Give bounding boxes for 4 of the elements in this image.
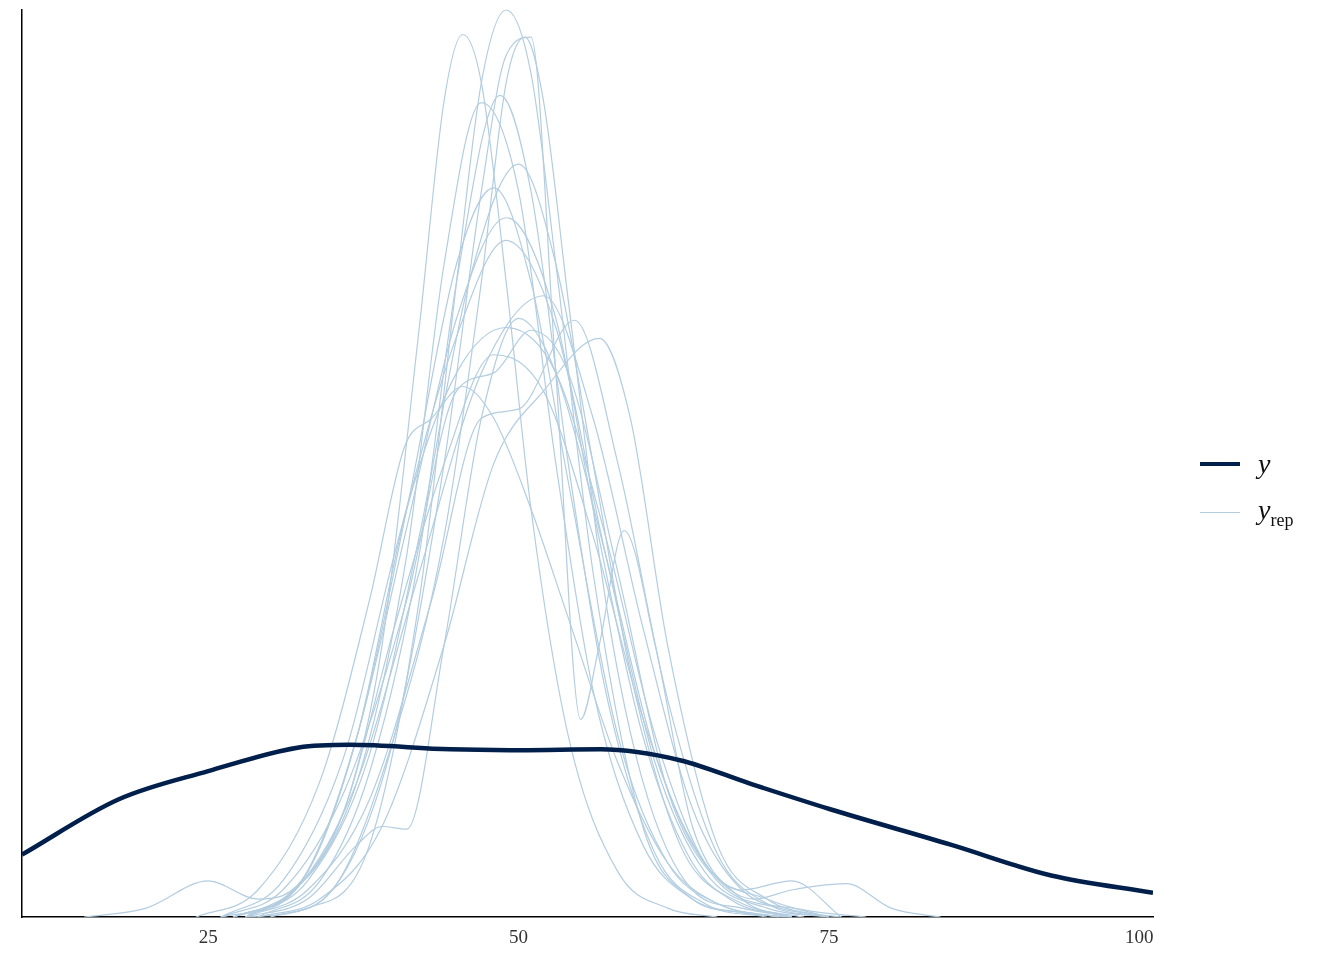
x-tick-label: 100 xyxy=(1125,925,1154,947)
x-tick-label: 75 xyxy=(819,925,839,947)
x-tick-label: 50 xyxy=(509,925,529,947)
x-tick-label: 25 xyxy=(198,925,218,947)
